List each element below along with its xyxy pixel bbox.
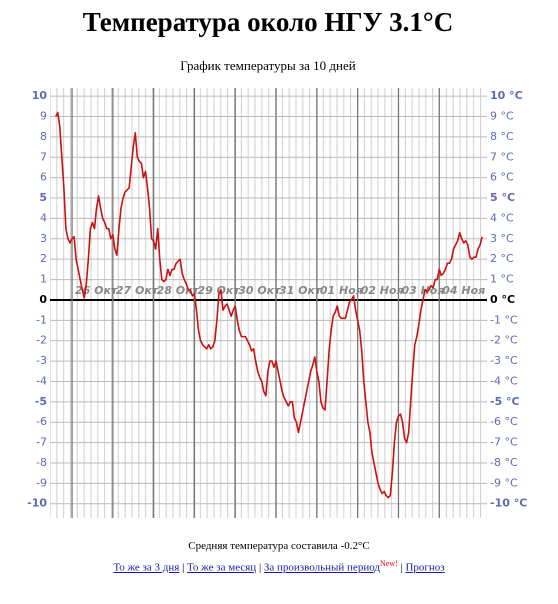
y2-tick-label: 4 °C bbox=[490, 211, 514, 224]
y2-tick-label: 5 °C bbox=[490, 191, 515, 204]
x-tick-label: 02 Ноя bbox=[361, 284, 404, 297]
average-text: Средняя температура составила -0.2°C bbox=[188, 540, 370, 552]
y2-tick-label: 0 °C bbox=[490, 293, 515, 306]
link[interactable]: За произвольный период bbox=[263, 561, 380, 574]
chart-subtitle: График температуры за 10 дней bbox=[180, 58, 355, 73]
link[interactable]: То же за месяц bbox=[187, 561, 257, 574]
temperature-line bbox=[54, 111, 483, 499]
y-tick-label: -6 bbox=[36, 415, 47, 428]
y-tick-label: -8 bbox=[36, 456, 47, 469]
y2-tick-label: 8 °C bbox=[490, 130, 514, 143]
new-badge: New! bbox=[379, 559, 398, 568]
y-tick-label: -7 bbox=[36, 436, 47, 449]
chart: Температура около НГУ 3.1°C График темпе… bbox=[27, 7, 527, 518]
y-tick-label: 8 bbox=[40, 130, 47, 143]
y2-tick-label: -4 °C bbox=[490, 374, 518, 387]
y2-tick-label: -9 °C bbox=[490, 476, 518, 489]
minor-grid bbox=[50, 88, 487, 518]
footer: Средняя температура составила -0.2°C То … bbox=[0, 538, 558, 577]
y-tick-label: -10 bbox=[27, 497, 47, 510]
y2-tick-label: 7 °C bbox=[490, 150, 514, 163]
y2-tick-label: -5 °C bbox=[490, 395, 520, 408]
y-tick-label: 9 bbox=[40, 110, 47, 123]
y-tick-label: 1 bbox=[40, 273, 47, 286]
link[interactable]: То же за 3 дня bbox=[113, 561, 180, 574]
y2-tick-label: -7 °C bbox=[490, 436, 518, 449]
links: То же за 3 дня | То же за месяц | За про… bbox=[0, 555, 558, 577]
separator: | bbox=[400, 561, 403, 574]
separator: | bbox=[182, 561, 185, 574]
y-tick-label: 7 bbox=[40, 150, 47, 163]
y2-tick-label: -8 °C bbox=[490, 456, 518, 469]
y2-tick-label: 10 °C bbox=[490, 89, 523, 102]
y2-tick-label: 1 °C bbox=[490, 273, 514, 286]
separator: | bbox=[258, 561, 262, 574]
link[interactable]: Прогноз bbox=[405, 561, 445, 574]
y2-tick-label: -2 °C bbox=[490, 334, 518, 347]
x-tick-label: 01 Ноя bbox=[320, 284, 363, 297]
y2-tick-label: 2 °C bbox=[490, 252, 514, 265]
y-tick-label: -4 bbox=[36, 374, 47, 387]
y-tick-label: 10 bbox=[32, 89, 48, 102]
y-tick-label: 6 bbox=[40, 171, 47, 184]
y2-tick-label: -3 °C bbox=[490, 354, 518, 367]
y-tick-label: 3 bbox=[40, 232, 47, 245]
y2-tick-label: -6 °C bbox=[490, 415, 518, 428]
y-tick-label: -1 bbox=[36, 313, 47, 326]
y-tick-label: -3 bbox=[36, 354, 47, 367]
y-tick-label: 2 bbox=[40, 252, 47, 265]
y-tick-label: 0 bbox=[39, 293, 47, 306]
y-tick-label: 4 bbox=[40, 211, 47, 224]
y2-tick-label: 3 °C bbox=[490, 232, 514, 245]
x-tick-label: 03 Ноя bbox=[401, 284, 444, 297]
x-tick-label: 31 Окт bbox=[279, 284, 322, 297]
x-tick-label: 29 Окт bbox=[197, 284, 240, 297]
y-tick-label: -5 bbox=[35, 395, 47, 408]
x-tick-label: 28 Окт bbox=[157, 284, 200, 297]
y2-tick-label: -10 °C bbox=[490, 497, 527, 510]
y-tick-label: -9 bbox=[36, 476, 47, 489]
y-tick-label: 5 bbox=[39, 191, 47, 204]
y2-tick-label: 9 °C bbox=[490, 110, 514, 123]
x-tick-label: 04 Ноя bbox=[442, 284, 485, 297]
y-tick-label: -2 bbox=[36, 334, 47, 347]
y2-tick-label: -1 °C bbox=[490, 313, 518, 326]
x-tick-label: 27 Окт bbox=[116, 284, 159, 297]
y2-tick-label: 6 °C bbox=[490, 171, 514, 184]
x-tick-label: 30 Окт bbox=[238, 284, 281, 297]
chart-title: Температура около НГУ 3.1°C bbox=[83, 7, 453, 37]
